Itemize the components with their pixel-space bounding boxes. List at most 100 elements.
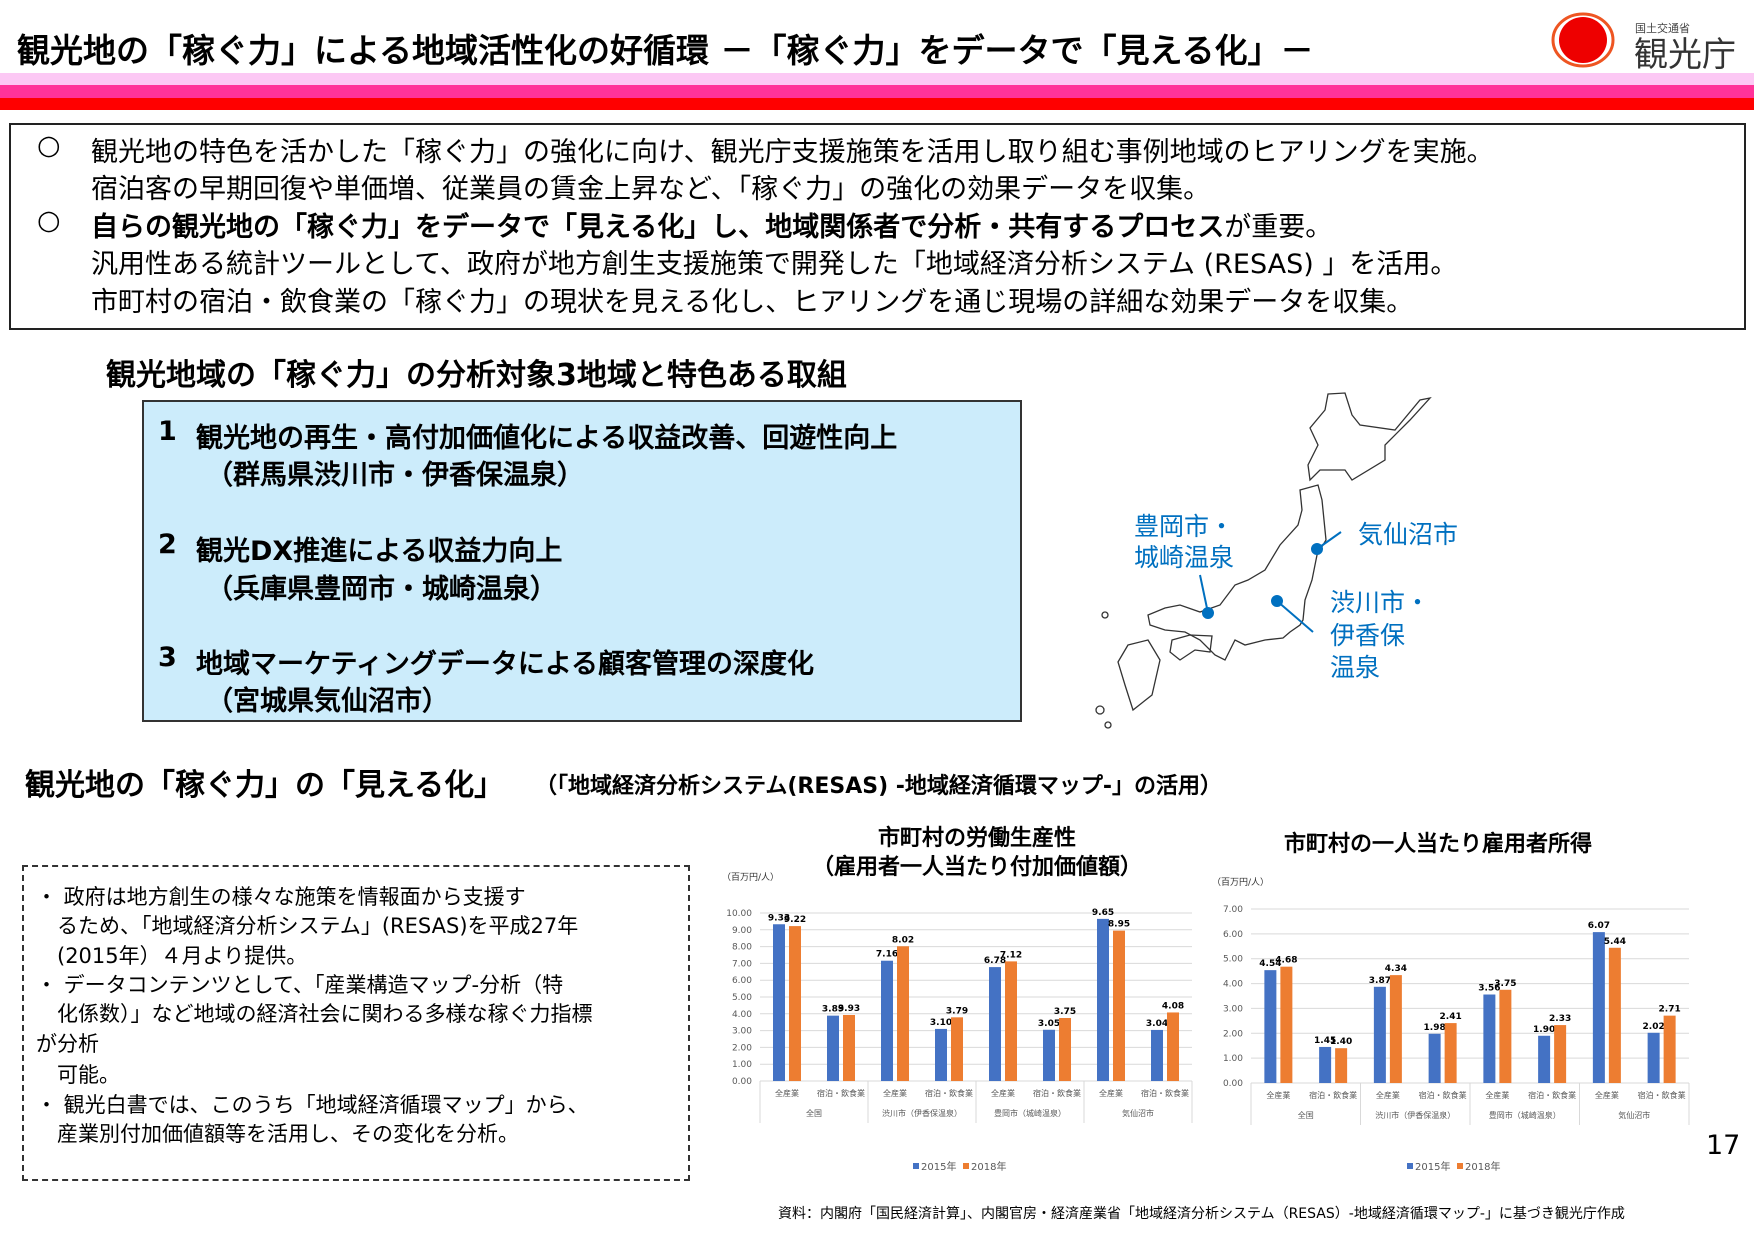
y-tick-label: 1.00: [1223, 1054, 1243, 1064]
data-label: 9.33: [768, 913, 790, 923]
target-place: （群馬県渋川市・伊香保温泉）: [206, 460, 584, 491]
data-label: 1.98: [1424, 1023, 1446, 1033]
bullet-circle: ○: [37, 130, 61, 161]
category-label: 宿泊・飲食業: [925, 1088, 973, 1098]
y-tick-label: 2.00: [1223, 1029, 1243, 1039]
bullet-circle: ○: [37, 205, 61, 236]
bar-2018年: [1059, 1018, 1071, 1081]
bar-2015年: [827, 1015, 839, 1081]
summary-line: 市町村の宿泊・飲食業の「稼ぐ力」の現状を見える化し、ヒアリングを通じ現場の詳細な…: [91, 287, 1414, 318]
data-label: 3.10: [930, 1018, 952, 1028]
data-label: 2.71: [1659, 1005, 1681, 1015]
bar-2018年: [1280, 966, 1293, 1083]
data-label: 4.08: [1162, 1001, 1184, 1011]
chart2-title: 市町村の一人当たり雇用者所得: [1283, 832, 1593, 857]
y-tick-label: 10.00: [726, 909, 752, 919]
y-tick-label: 3.00: [1223, 1004, 1243, 1014]
bar-2018年: [1167, 1012, 1179, 1081]
y-tick-label: 4.00: [732, 1010, 752, 1020]
data-label: 3.04: [1146, 1019, 1168, 1029]
legend-label: 2015年: [1415, 1160, 1450, 1173]
y-tick-label: 2.00: [732, 1043, 752, 1053]
note-line: ・ 政府は地方創生の様々な施策を情報面から支援す: [36, 885, 526, 909]
data-label: 7.16: [876, 950, 898, 960]
data-label: 8.02: [892, 935, 914, 945]
bar-2018年: [1608, 947, 1621, 1083]
bar-2015年: [1043, 1029, 1055, 1081]
data-label: 6.07: [1588, 921, 1610, 931]
category-label: 全産業: [1595, 1090, 1619, 1100]
y-tick-label: 1.00: [732, 1060, 752, 1070]
bar-2015年: [1319, 1046, 1332, 1083]
data-label: 3.89: [822, 1005, 844, 1015]
summary-line: 観光地の特色を活かした「稼ぐ力」の強化に向け、観光庁支援施策を活用し取り組む事例…: [91, 137, 1494, 168]
visualize-heading: 観光地の「稼ぐ力」の「見える化」: [25, 768, 505, 803]
data-label: 8.95: [1108, 920, 1130, 930]
group-label: 気仙沼市: [1618, 1110, 1650, 1120]
bar-2018年: [1499, 989, 1512, 1083]
page-number: 17: [1706, 1130, 1741, 1161]
page-title: 観光地の「稼ぐ力」による地域活性化の好循環 －「稼ぐ力」をデータで「見える化」－: [17, 31, 1314, 70]
group-label: 渋川市（伊香保温泉）: [1375, 1110, 1455, 1120]
kyushu-outline: [1117, 639, 1161, 712]
bar-2015年: [773, 924, 785, 1081]
category-label: 宿泊・飲食業: [1528, 1090, 1576, 1100]
y-axis-unit: （百万円/人）: [1212, 877, 1269, 888]
group-label: 全国: [1298, 1110, 1314, 1120]
note-line: (2015年）４月より提供。: [36, 944, 308, 968]
note-line: 化係数）」など地域の経済社会に関わる多様な稼ぐ力指標: [36, 1002, 593, 1026]
y-tick-label: 0.00: [732, 1077, 752, 1087]
data-label: 1.45: [1314, 1036, 1336, 1046]
header-band-red: [0, 98, 1754, 110]
data-label: 4.34: [1385, 964, 1407, 974]
category-label: 全産業: [775, 1088, 799, 1098]
data-label: 3.56: [1478, 984, 1500, 994]
honshu-outline: [1147, 484, 1327, 661]
bar-2015年: [1428, 1033, 1441, 1083]
group-label: 豊岡市（城崎温泉）: [1489, 1110, 1561, 1120]
notes-box: ・ 政府は地方創生の様々な施策を情報面から支援す るため、「地域経済分析システム…: [22, 865, 690, 1181]
data-label: 7.12: [1000, 950, 1022, 960]
category-label: 宿泊・飲食業: [1419, 1090, 1467, 1100]
header-band-light: [0, 73, 1754, 85]
targets-heading: 観光地域の「稼ぐ力」の分析対象3地域と特色ある取組: [106, 358, 847, 393]
data-label: 4.68: [1275, 956, 1297, 966]
summary-line: 宿泊客の早期回復や単価増、従業員の賃金上昇など、「稼ぐ力」の強化の効果データを収…: [91, 174, 1211, 205]
group-label: 全国: [806, 1108, 822, 1118]
targets-box: 1 観光地の再生・高付加価値化による収益改善、回遊性向上 （群馬県渋川市・伊香保…: [142, 400, 1022, 722]
chart1-title: （雇用者一人当たり付加価値額）: [811, 855, 1143, 880]
data-label: 4.54: [1259, 959, 1281, 969]
target-place: （兵庫県豊岡市・城崎温泉）: [206, 574, 557, 605]
category-label: 宿泊・飲食業: [1141, 1088, 1189, 1098]
data-label: 9.65: [1092, 908, 1114, 918]
note-line: が分析: [36, 1032, 99, 1056]
bar-2018年: [843, 1014, 855, 1081]
group-label: 渋川市（伊香保温泉）: [882, 1108, 962, 1118]
bar-2015年: [1538, 1035, 1551, 1083]
y-tick-label: 5.00: [732, 993, 752, 1003]
svg-text:国土交通省: 国土交通省: [1635, 21, 1690, 35]
category-label: 全産業: [1266, 1090, 1290, 1100]
category-label: 全産業: [1099, 1088, 1123, 1098]
group-label: 気仙沼市: [1122, 1108, 1154, 1118]
y-tick-label: 0.00: [1223, 1079, 1243, 1089]
note-line: ・ データコンテンツとして、「産業構造マップ-分析（特: [36, 973, 564, 997]
bar-2018年: [789, 926, 801, 1081]
data-label: 2.02: [1643, 1022, 1665, 1032]
map-label-shibukawa: 温泉: [1330, 653, 1381, 682]
category-label: 宿泊・飲食業: [1033, 1088, 1081, 1098]
target-title: 観光地の再生・高付加価値化による収益改善、回遊性向上: [196, 423, 898, 454]
bar-2015年: [1647, 1032, 1660, 1083]
map-label-toyooka: 豊岡市・: [1134, 512, 1235, 541]
y-tick-label: 6.00: [1223, 930, 1243, 940]
note-line: 産業別付加価値額等を活用し、その変化を分析。: [36, 1122, 519, 1146]
source-note: 資料：内閣府「国民経済計算」、内閣官房・経済産業省「地域経済分析システム（RES…: [778, 1206, 1625, 1222]
data-label: 1.90: [1533, 1025, 1555, 1035]
legend-label: 2018年: [1465, 1160, 1500, 1173]
y-tick-label: 8.00: [732, 943, 752, 953]
map-label-shibukawa: 渋川市・: [1330, 588, 1431, 617]
data-label: 2.33: [1549, 1014, 1571, 1024]
target-number: 2: [158, 529, 177, 560]
group-label: 豊岡市（城崎温泉）: [994, 1108, 1066, 1118]
note-line: 可能。: [36, 1063, 120, 1087]
